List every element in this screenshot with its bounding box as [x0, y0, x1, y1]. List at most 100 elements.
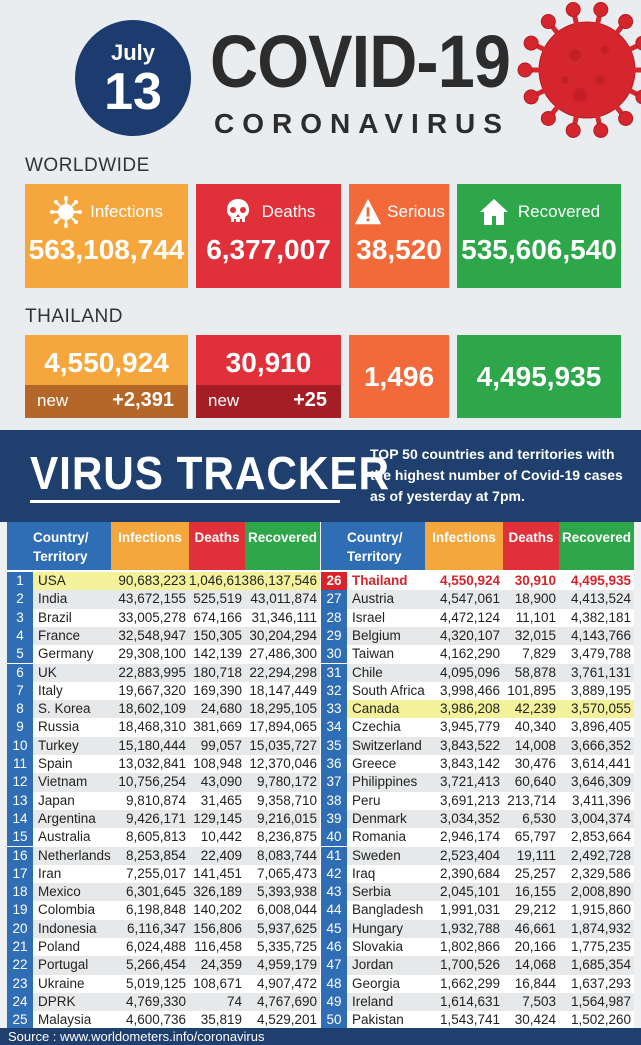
infections-cell: 3,721,413 — [439, 774, 500, 790]
deaths-cell: 25,257 — [514, 865, 556, 881]
recovered-cell: 3,570,055 — [570, 701, 631, 717]
country-cell: Brazil — [38, 609, 72, 625]
rank-cell: 11 — [7, 755, 33, 774]
recovered-cell: 1,685,354 — [570, 957, 631, 973]
country-cell: Romania — [352, 829, 407, 845]
recovered-cell: 3,411,396 — [571, 792, 631, 808]
country-cell: Hungary — [352, 920, 404, 936]
column-header-label: Infections — [432, 530, 496, 545]
table-row: 3 Brazil 33,005,278 674,166 31,346,111 — [7, 608, 320, 627]
country-cell: S. Korea — [38, 701, 91, 717]
recovered-cell: 1,502,260 — [570, 1012, 631, 1028]
rank-cell: 47 — [321, 956, 347, 975]
deaths-cell: 116,458 — [194, 939, 242, 954]
rank-cell: 30 — [321, 645, 347, 664]
table-row: 47 Jordan 1,700,526 14,068 1,685,354 — [321, 956, 634, 975]
deaths-cell: 525,519 — [193, 591, 242, 607]
recovered-cell: 2,008,890 — [570, 884, 631, 900]
country-cell: USA — [38, 573, 66, 588]
new-label: new — [37, 391, 69, 410]
rank-cell: 5 — [7, 645, 33, 664]
country-cell: Turkey — [38, 737, 79, 753]
table-row: 17 Iran 7,255,017 141,451 7,065,473 — [7, 864, 320, 884]
country-cell: Portugal — [38, 957, 89, 973]
thailand-deaths-new: +25 — [293, 389, 327, 411]
recovered-cell: 3,761,131 — [570, 664, 631, 680]
rank-cell: 44 — [321, 901, 347, 920]
infections-cell: 3,843,522 — [439, 737, 500, 753]
table-row: 18 Mexico 6,301,645 326,189 5,393,938 — [7, 883, 320, 902]
country-cell: France — [38, 627, 81, 643]
rank-cell: 16 — [7, 846, 33, 865]
rank-cell: 15 — [7, 828, 33, 847]
recovered-cell: 2,492,728 — [570, 847, 631, 863]
recovered-cell: 3,896,405 — [570, 719, 631, 735]
column-header: Recovered — [245, 522, 320, 570]
recovered-cell: 3,889,195 — [570, 682, 631, 698]
table-row: 44 Bangladesh 1,991,031 29,212 1,915,860 — [321, 901, 634, 920]
table-row: 38 Peru 3,691,213 213,714 3,411,396 — [321, 791, 634, 810]
deaths-cell: 129,145 — [193, 810, 242, 826]
column-header: Country/ Territory — [321, 522, 425, 570]
country-cell: Canada — [352, 701, 400, 717]
infections-cell: 6,024,488 — [125, 939, 186, 954]
table-row: 39 Denmark 3,034,352 6,530 3,004,374 — [321, 809, 634, 829]
country-cell: Serbia — [352, 884, 392, 900]
column-header-label: Infections — [118, 530, 182, 545]
deaths-cell: 11,101 — [515, 609, 556, 625]
table-row: 2 India 43,672,155 525,519 43,011,874 — [7, 590, 320, 609]
recovered-cell: 6,008,044 — [256, 902, 317, 918]
recovered-cell: 4,907,472 — [256, 975, 317, 991]
rank-cell: 29 — [321, 626, 347, 646]
worldwide-recovered-value: 535,606,540 — [461, 234, 617, 265]
table-row: 32 South Africa 3,998,466 101,895 3,889,195 — [321, 681, 634, 701]
infections-cell: 4,320,107 — [439, 627, 500, 643]
date-badge: July 13 — [75, 20, 191, 136]
country-cell: Vietnam — [38, 774, 88, 790]
table-right-half: Country/ Territory Infections Deaths Recove… — [321, 522, 634, 1030]
column-header-label: Recovered — [247, 530, 318, 545]
rank-cell: 13 — [7, 791, 33, 810]
thailand-recovered-card: 4,495,935 — [457, 335, 621, 418]
table-row: 33 Canada 3,986,208 42,239 3,570,055 — [321, 700, 634, 719]
deaths-cell: 16,155 — [514, 884, 556, 900]
deaths-cell: 6,530 — [522, 810, 556, 826]
country-cell: Spain — [38, 756, 73, 771]
recovered-cell: 4,413,524 — [570, 591, 631, 607]
infections-cell: 10,756,254 — [118, 774, 186, 790]
country-cell: Denmark — [352, 810, 407, 826]
infections-cell: 15,180,444 — [118, 737, 186, 753]
rank-cell: 17 — [7, 864, 33, 884]
infections-cell: 2,390,684 — [439, 865, 500, 881]
country-cell: Ukraine — [38, 975, 85, 991]
rank-cell: 6 — [7, 663, 33, 682]
infections-cell: 1,932,788 — [439, 920, 500, 936]
rank-cell: 37 — [321, 773, 347, 792]
table-row: 46 Slovakia 1,802,866 20,166 1,775,235 — [321, 938, 634, 957]
recovered-cell: 1,564,987 — [570, 993, 631, 1009]
rank-cell: 12 — [7, 773, 33, 792]
recovered-cell: 5,393,938 — [256, 884, 317, 900]
infections-cell: 3,843,142 — [439, 756, 500, 771]
table-row: 24 DPRK 4,769,330 74 4,767,690 — [7, 992, 320, 1012]
deaths-cell: 65,797 — [514, 829, 556, 845]
recovered-cell: 3,646,309 — [570, 774, 631, 790]
deaths-cell: 180,718 — [193, 664, 242, 680]
infections-cell: 18,468,310 — [118, 719, 186, 735]
page-title: COVID-19 — [210, 20, 511, 103]
country-cell: Japan — [38, 792, 75, 808]
deaths-cell: 140,202 — [193, 902, 242, 918]
country-cell: Germany — [38, 646, 94, 662]
infections-cell: 29,308,100 — [118, 646, 186, 662]
recovered-cell: 4,767,690 — [256, 993, 317, 1009]
country-cell: Italy — [38, 682, 63, 698]
table-row: 20 Indonesia 6,116,347 156,806 5,937,625 — [7, 919, 320, 938]
deaths-cell: 60,640 — [514, 774, 556, 790]
infections-cell: 2,045,101 — [439, 884, 500, 900]
deaths-cell: 20,166 — [514, 939, 556, 954]
deaths-cell: 14,068 — [514, 957, 556, 973]
recovered-cell: 1,915,860 — [570, 902, 631, 918]
country-cell: Russia — [38, 719, 80, 735]
date-day: 13 — [104, 63, 162, 121]
table-row: 34 Czechia 3,945,779 40,340 3,896,405 — [321, 718, 634, 737]
